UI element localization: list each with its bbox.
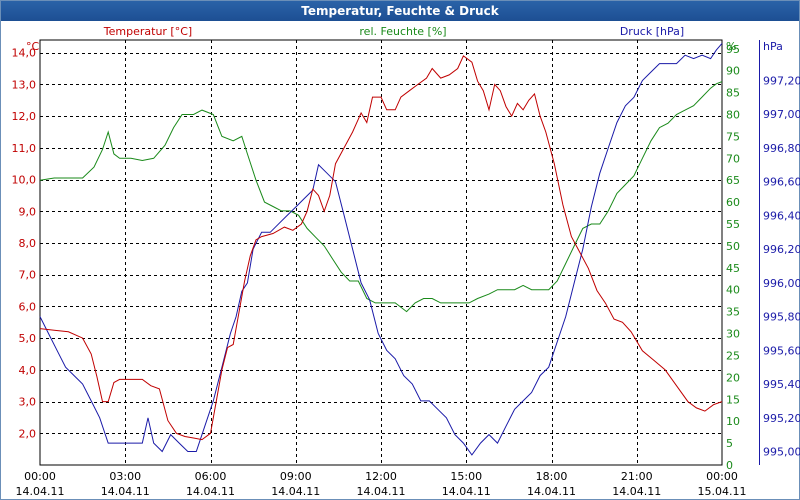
- humidity-tick-label: 40: [726, 284, 740, 297]
- humidity-tick-label: 90: [726, 65, 740, 78]
- humidity-series-line: [39, 81, 723, 313]
- x-tick-time: 09:00: [280, 470, 312, 483]
- humidity-tick-label: 35: [726, 306, 740, 319]
- temperature-tick-label: 11,0: [12, 142, 37, 155]
- humidity-tick-label: 5: [726, 437, 733, 450]
- humidity-tick-label: 80: [726, 108, 740, 121]
- humidity-tick-label: 85: [726, 87, 740, 100]
- temperature-unit: °C: [26, 40, 40, 53]
- x-tick-date: 15.04.11: [698, 485, 747, 498]
- temperature-series-line: [39, 55, 723, 441]
- temperature-tick-label: 8,0: [19, 237, 37, 250]
- temperature-tick-label: 3,0: [19, 396, 37, 409]
- pressure-tick-label: 995,20: [763, 412, 800, 425]
- humidity-tick-label: 20: [726, 371, 740, 384]
- humidity-tick-label: 30: [726, 328, 740, 341]
- pressure-tick-label: 997,00: [763, 108, 800, 121]
- humidity-unit: %: [726, 40, 736, 53]
- temperature-series-label: Temperatur [°C]: [103, 25, 192, 38]
- humidity-tick-label: 50: [726, 240, 740, 253]
- humidity-tick-label: 55: [726, 218, 740, 231]
- pressure-tick-label: 995,80: [763, 311, 800, 324]
- x-tick-time: 00:00: [24, 470, 56, 483]
- pressure-tick-label: 996,00: [763, 277, 800, 290]
- pressure-tick-label: 995,60: [763, 344, 800, 357]
- pressure-tick-label: 996,60: [763, 176, 800, 189]
- pressure-series-label: Druck [hPa]: [620, 25, 684, 38]
- temperature-tick-label: 9,0: [19, 205, 37, 218]
- humidity-tick-label: 25: [726, 349, 740, 362]
- pressure-tick-label: 995,00: [763, 446, 800, 459]
- temperature-tick-label: 10,0: [12, 174, 37, 187]
- temperature-tick-label: 5,0: [19, 332, 37, 345]
- temperature-tick-label: 12,0: [12, 110, 37, 123]
- humidity-tick-label: 15: [726, 393, 740, 406]
- window-title: Temperatur, Feuchte & Druck: [1, 1, 799, 21]
- humidity-tick-label: 95: [726, 43, 740, 56]
- pressure-series-line: [39, 43, 723, 456]
- x-tick-time: 21:00: [621, 470, 653, 483]
- x-tick-time: 12:00: [365, 470, 397, 483]
- temperature-tick-label: 14,0: [12, 47, 37, 60]
- x-tick-date: 14.04.11: [442, 485, 491, 498]
- x-tick-date: 14.04.11: [527, 485, 576, 498]
- humidity-tick-label: 0: [726, 459, 733, 472]
- humidity-tick-label: 45: [726, 262, 740, 275]
- x-tick-time: 15:00: [450, 470, 482, 483]
- pressure-tick-label: 996,20: [763, 243, 800, 256]
- x-tick-date: 14.04.11: [186, 485, 235, 498]
- pressure-tick-label: 996,40: [763, 209, 800, 222]
- x-tick-time: 03:00: [109, 470, 141, 483]
- humidity-tick-label: 70: [726, 152, 740, 165]
- x-tick-time: 06:00: [195, 470, 227, 483]
- humidity-tick-label: 60: [726, 196, 740, 209]
- temperature-tick-label: 7,0: [19, 269, 37, 282]
- temperature-tick-label: 4,0: [19, 364, 37, 377]
- humidity-tick-label: 75: [726, 130, 740, 143]
- x-tick-time: 00:00: [706, 470, 738, 483]
- x-tick-date: 14.04.11: [271, 485, 320, 498]
- pressure-tick-label: 995,40: [763, 378, 800, 391]
- pressure-unit: hPa: [763, 40, 783, 53]
- humidity-tick-label: 10: [726, 415, 740, 428]
- humidity-series-label: rel. Feuchte [%]: [359, 25, 446, 38]
- pressure-tick-label: 997,20: [763, 74, 800, 87]
- temperature-tick-label: 2,0: [19, 427, 37, 440]
- x-tick-date: 14.04.11: [101, 485, 150, 498]
- pressure-tick-label: 996,80: [763, 142, 800, 155]
- x-tick-date: 14.04.11: [16, 485, 65, 498]
- x-tick-time: 18:00: [536, 470, 568, 483]
- x-tick-date: 14.04.11: [612, 485, 661, 498]
- x-tick-date: 14.04.11: [357, 485, 406, 498]
- temperature-tick-label: 6,0: [19, 300, 37, 313]
- humidity-tick-label: 65: [726, 174, 740, 187]
- temperature-tick-label: 13,0: [12, 78, 37, 91]
